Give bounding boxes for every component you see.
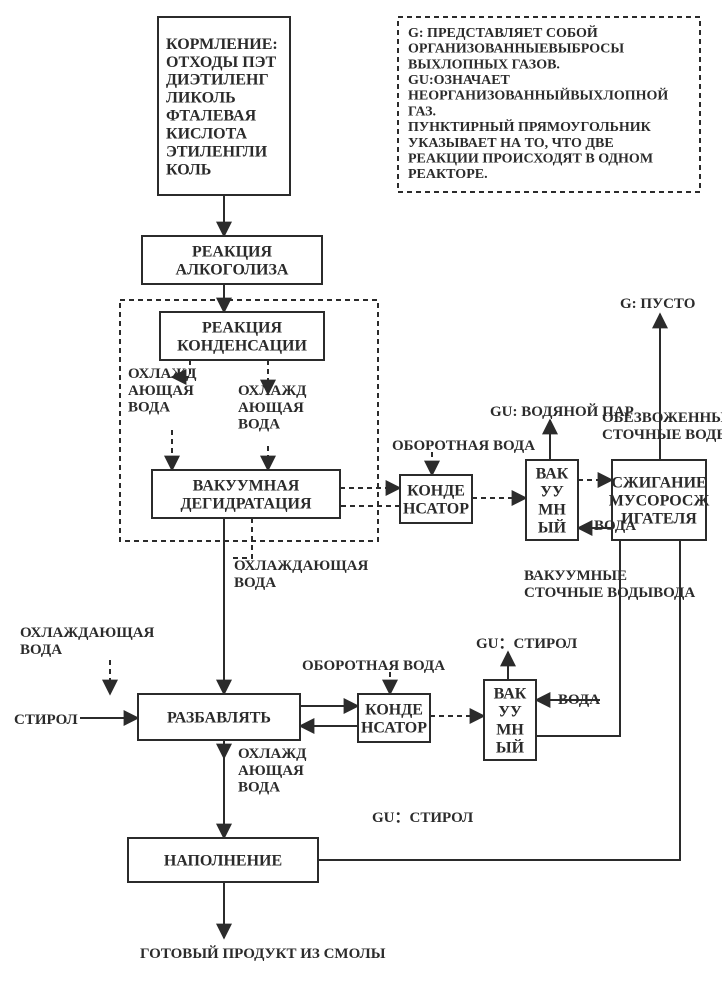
node-dehydration-label: ВАКУУМНАЯДЕГИДРАТАЦИЯ [180,478,312,513]
node-alcoholysis-label: РЕАКЦИЯАЛКОГОЛИЗА [176,244,289,279]
node-filling-label: НАПОЛНЕНИЕ [164,853,282,870]
label-gu-sty1: GU：СТИРОЛ [476,636,577,652]
flowchart: G: ПРЕДСТАВЛЯЕТ СОБОЙОРГАНИЗОВАННЫЕВЫБРО… [0,0,722,997]
label-cool-out: ОХЛАЖДАЮЩАЯВОДА [234,558,369,591]
node-cond1-label: КОНДЕНСАТОР [403,483,469,518]
label-g-empty: G: ПУСТО [620,296,695,312]
label-rec2: ОБОРОТНАЯ ВОДА [302,658,445,674]
label-product: ГОТОВЫЙ ПРОДУКТ ИЗ СМОЛЫ [140,945,386,962]
node-vac2-label: ВАКУУМНЫЙ [494,686,527,757]
edges-layer [80,195,680,938]
node-vac1-label: ВАКУУМНЫЙ [536,466,569,537]
label-cool-out2: ОХЛАЖДАЮЩАЯВОДА [238,746,307,796]
label-dewater: ОБЕЗВОЖЕННЫЕСТОЧНЫЕ ВОДЫ [602,410,722,443]
label-cool2: ОХЛАЖДАЮЩАЯВОДА [20,625,155,658]
node-dilute-label: РАЗБАВЛЯТЬ [167,710,271,727]
label-water2: ВОДА [558,692,600,708]
label-rec1: ОБОРОТНАЯ ВОДА [392,438,535,454]
node-cond2-label: КОНДЕНСАТОР [361,702,427,737]
label-water1: ВОДА [594,518,636,534]
label-gu-sty2: GU：СТИРОЛ [372,810,473,826]
label-styrene: СТИРОЛ [14,712,78,728]
label-vac-waste: ВАКУУМНЫЕСТОЧНЫЕ ВОДЫВОДА [524,568,695,601]
